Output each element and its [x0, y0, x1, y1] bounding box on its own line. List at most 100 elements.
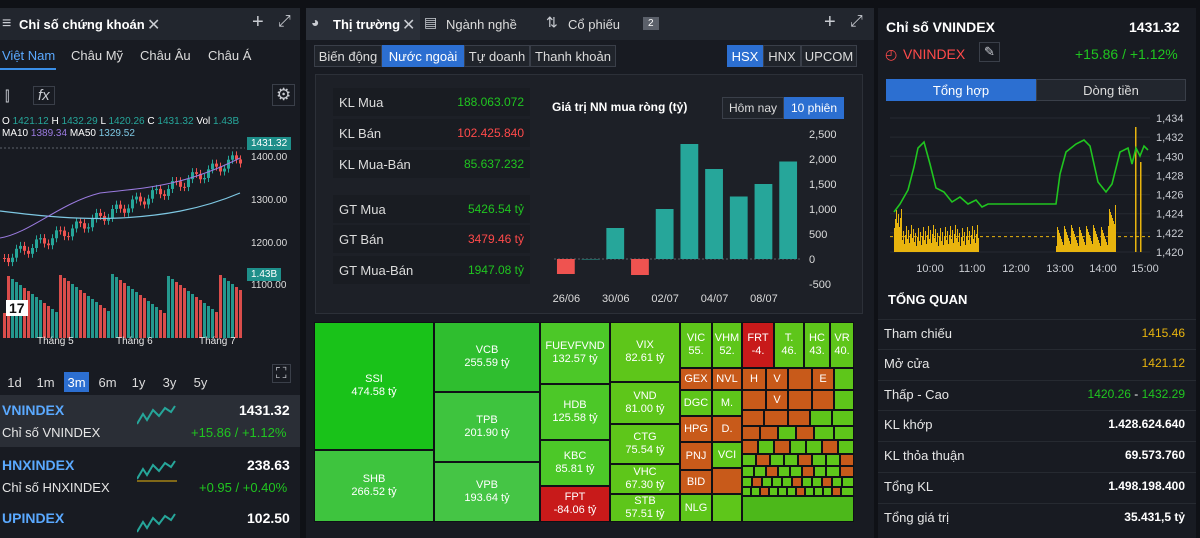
- treemap-tile-tpb[interactable]: TPB 201.90 tỷ: [434, 392, 540, 462]
- subtab-2[interactable]: Tự doanh: [464, 45, 530, 67]
- tab-dong-tien[interactable]: Dòng tiền: [1036, 79, 1186, 101]
- treemap-tile-stb[interactable]: STB 57.51 tỷ: [610, 494, 680, 522]
- treemap-tile-small[interactable]: [840, 454, 854, 466]
- treemap-tile-small[interactable]: [832, 410, 854, 426]
- treemap-tile-kbc[interactable]: KBC 85.81 tỷ: [540, 440, 610, 486]
- treemap-tile-small[interactable]: [838, 440, 854, 454]
- treemap-tile-bid[interactable]: BID: [680, 470, 712, 494]
- treemap-tile-small[interactable]: [834, 368, 854, 390]
- treemap-tile-small[interactable]: [742, 454, 756, 466]
- treemap-tile-vcb[interactable]: VCB 255.59 tỷ: [434, 322, 540, 392]
- treemap-tile-pnj[interactable]: PNJ: [680, 442, 712, 470]
- left-tab-title[interactable]: Chỉ số chứng khoán: [19, 17, 145, 32]
- treemap-tile-small[interactable]: [798, 454, 812, 466]
- treemap-tile-v[interactable]: V: [766, 368, 788, 390]
- treemap-tile-small[interactable]: [826, 454, 840, 466]
- bar-30/06[interactable]: [606, 228, 625, 259]
- treemap-tile-vic[interactable]: VIC 55.: [680, 322, 712, 368]
- range-button-5y[interactable]: 5y: [193, 374, 208, 390]
- treemap-tile-t[interactable]: T. 46.: [774, 322, 804, 368]
- treemap-tile-small[interactable]: [712, 494, 742, 522]
- region-tab-asia[interactable]: Châu Á: [208, 48, 252, 63]
- treemap-tile-small[interactable]: [760, 487, 769, 496]
- treemap-tile-ssi[interactable]: SSI 474.58 tỷ: [314, 322, 434, 450]
- treemap-tile-small[interactable]: [842, 477, 854, 487]
- treemap-tile-small[interactable]: [758, 440, 774, 454]
- treemap-tile-vci[interactable]: VCI: [712, 442, 742, 468]
- treemap-tile-small[interactable]: [769, 487, 778, 496]
- treemap-tile-small[interactable]: [766, 466, 778, 477]
- tab-thi-truong-label[interactable]: Thị trường: [333, 17, 401, 32]
- treemap-tile-small[interactable]: [742, 466, 754, 477]
- treemap-tile-hpg[interactable]: HPG: [680, 416, 712, 442]
- treemap-tile-small[interactable]: [812, 477, 822, 487]
- fx-icon[interactable]: fx: [33, 86, 55, 105]
- region-tab-europe[interactable]: Châu Âu: [140, 48, 191, 63]
- treemap-tile-nvl[interactable]: NVL: [712, 368, 742, 390]
- edit-icon[interactable]: ✎: [979, 42, 1000, 62]
- treemap-tile-small[interactable]: [742, 487, 751, 496]
- fullscreen-icon[interactable]: ⛶: [272, 364, 291, 383]
- treemap-tile-small[interactable]: [742, 440, 758, 454]
- gear-icon[interactable]: ⚙: [272, 84, 296, 106]
- treemap-tile-small[interactable]: [788, 368, 812, 390]
- treemap-tile-small[interactable]: [756, 454, 770, 466]
- expand-icon[interactable]: ⤢: [278, 13, 291, 30]
- treemap-tile-small[interactable]: [790, 466, 802, 477]
- bar-07/07[interactable]: [729, 196, 748, 260]
- range-button-3y[interactable]: 3y: [162, 374, 177, 390]
- treemap-tile-small[interactable]: [802, 477, 812, 487]
- treemap-tile-small[interactable]: [841, 487, 854, 496]
- treemap-tile-dgc[interactable]: DGC: [680, 390, 712, 416]
- treemap-tile-small[interactable]: [832, 487, 841, 496]
- treemap-tile-small[interactable]: [774, 440, 790, 454]
- treemap-tile-small[interactable]: [832, 477, 842, 487]
- treemap-tile-small[interactable]: [787, 487, 796, 496]
- treemap-tile-small[interactable]: [812, 390, 834, 410]
- region-tab-vietnam[interactable]: Việt Nam: [2, 48, 56, 63]
- treemap-tile-vix[interactable]: VIX 82.61 tỷ: [610, 322, 680, 382]
- right-index-code[interactable]: VNINDEX: [903, 46, 966, 62]
- treemap-tile-small[interactable]: [814, 426, 834, 440]
- treemap-tile-small[interactable]: [762, 477, 772, 487]
- treemap-tile-small[interactable]: [742, 426, 760, 440]
- close-icon[interactable]: ✕: [147, 17, 161, 34]
- treemap-tile-small[interactable]: [814, 487, 823, 496]
- treemap-tile-small[interactable]: [754, 466, 766, 477]
- treemap-tile-small[interactable]: [782, 477, 792, 487]
- treemap-tile-frt[interactable]: FRT -4.: [742, 322, 774, 368]
- expand-icon[interactable]: ⤢: [850, 13, 863, 30]
- intraday-chart[interactable]: 1,434 1,432 1,430 1,428 1,426 1,424 1,422 1,420…: [888, 112, 1190, 280]
- treemap-tile-small[interactable]: [742, 477, 752, 487]
- subtab-1[interactable]: Nước ngoài: [382, 45, 464, 67]
- treemap-tile-small[interactable]: [823, 487, 832, 496]
- range-button-3m[interactable]: 3m: [64, 372, 89, 392]
- treemap-tile-small[interactable]: [778, 466, 790, 477]
- treemap-tile-small[interactable]: [751, 487, 760, 496]
- treemap-tile-small[interactable]: [790, 440, 806, 454]
- exchange-hnx[interactable]: HNX: [763, 45, 801, 67]
- range-button-6m[interactable]: 6m: [98, 374, 117, 390]
- bar-26/06[interactable]: [556, 259, 575, 274]
- treemap-tile-vr[interactable]: VR 40.: [830, 322, 854, 368]
- treemap-tile-small[interactable]: [764, 410, 788, 426]
- subtab-0[interactable]: Biến động: [314, 45, 382, 67]
- bar-02/07[interactable]: [655, 209, 674, 259]
- range-button-1y[interactable]: 1y: [131, 374, 146, 390]
- exchange-hsx[interactable]: HSX: [727, 45, 763, 67]
- candlestick-chart[interactable]: [0, 138, 245, 338]
- treemap-tile-nlg[interactable]: NLG: [680, 494, 712, 522]
- treemap-tile-v[interactable]: V: [766, 390, 788, 410]
- range-button-1m[interactable]: 1m: [36, 374, 55, 390]
- close-icon[interactable]: ✕: [402, 17, 416, 34]
- treemap-tile-d[interactable]: D.: [712, 416, 742, 442]
- treemap-tile-shb[interactable]: SHB 266.52 tỷ: [314, 450, 434, 522]
- treemap-tile-vhm[interactable]: VHM 52.: [712, 322, 742, 368]
- treemap-tile-small[interactable]: [784, 454, 798, 466]
- treemap-tile-small[interactable]: [788, 390, 812, 410]
- treemap-tile-small[interactable]: [772, 477, 782, 487]
- treemap-tile-h[interactable]: H: [742, 368, 766, 390]
- treemap-tile-small[interactable]: [742, 496, 854, 522]
- treemap-tile-vpb[interactable]: VPB 193.64 tỷ: [434, 462, 540, 522]
- treemap-tile-small[interactable]: [840, 466, 854, 477]
